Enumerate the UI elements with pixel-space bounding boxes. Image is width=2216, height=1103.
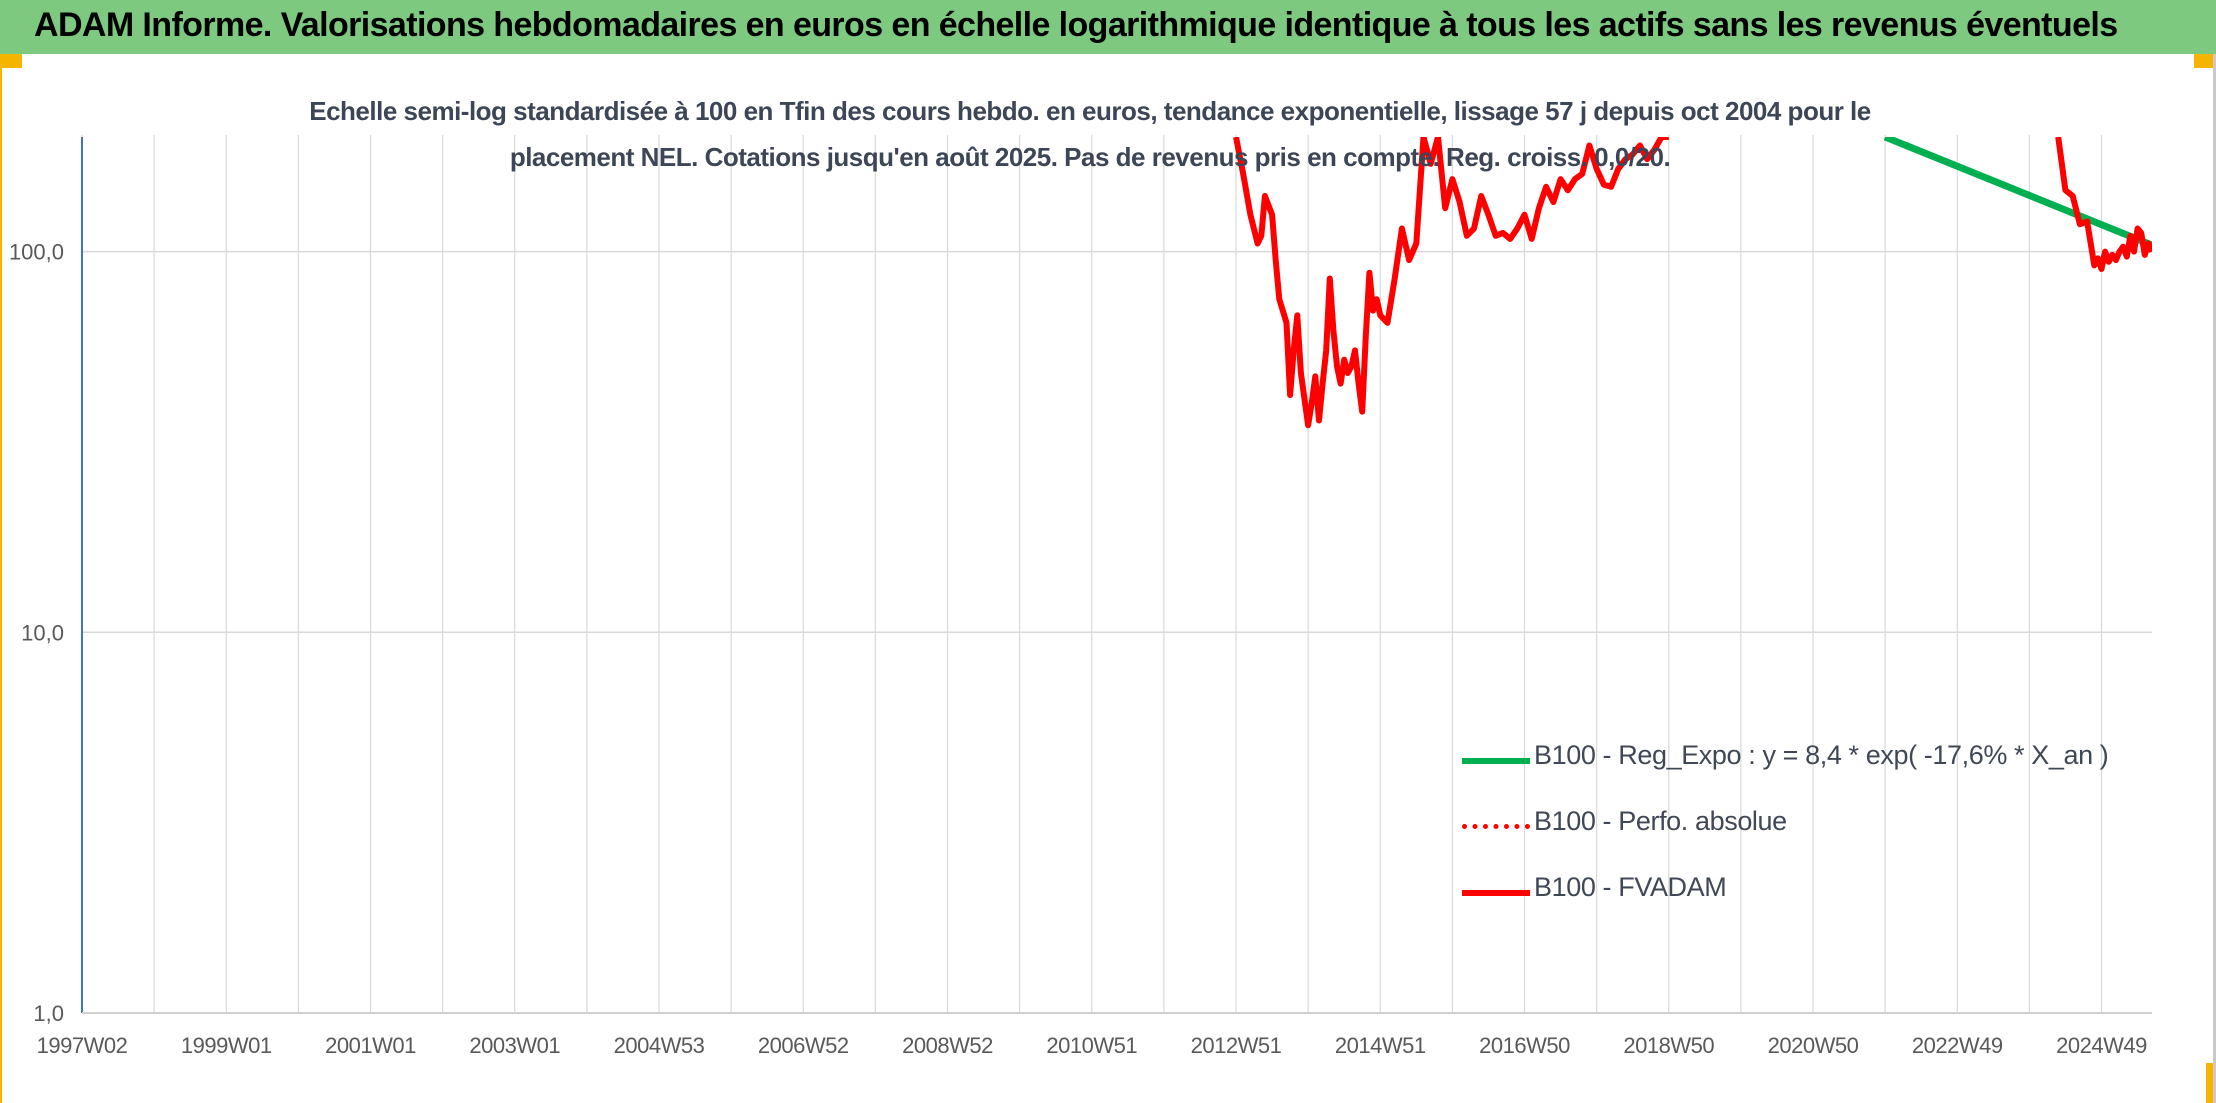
x-tick-label: 2024W49 xyxy=(2056,1033,2147,1058)
series-line-3 xyxy=(2055,137,2152,272)
chart-title-line-1: Echelle semi-log standardisée à 100 en T… xyxy=(309,96,1871,126)
x-tick-label: 2014W51 xyxy=(1335,1033,1426,1058)
tick-labels: 1,0 10,0 100,0 1997W02 1999W01 2001W01 2003W01… xyxy=(9,240,2148,1058)
x-tick-label: 1999W01 xyxy=(181,1033,272,1058)
legend-swatch xyxy=(1462,890,1530,896)
x-tick-label: 2012W51 xyxy=(1191,1033,1282,1058)
x-tick-label: 2001W01 xyxy=(325,1033,416,1058)
x-tick-label: 2003W01 xyxy=(469,1033,560,1058)
frame-right-border xyxy=(2213,54,2216,1103)
report-title: ADAM Informe. Valorisations hebdomadaire… xyxy=(34,6,2118,44)
series-lines xyxy=(1233,137,2152,429)
y-tick-label: 100,0 xyxy=(9,240,64,265)
y-tick-label: 1,0 xyxy=(33,1001,64,1026)
x-tick-label: 2016W50 xyxy=(1479,1033,1570,1058)
axes xyxy=(81,137,2152,1014)
x-tick-label: 1997W02 xyxy=(37,1033,128,1058)
corner-mark-top-left xyxy=(0,54,22,68)
legend-label: B100 - Perfo. absolue xyxy=(1534,806,1787,836)
series-line-1 xyxy=(1883,137,2152,249)
x-tick-label: 2006W52 xyxy=(758,1033,849,1058)
series-line-3 xyxy=(1233,137,1669,429)
x-tick-label: 2020W50 xyxy=(1768,1033,1859,1058)
corner-mark-bottom-right xyxy=(2206,1063,2216,1103)
gridlines xyxy=(81,135,2152,1014)
x-tick-label: 2010W51 xyxy=(1046,1033,1137,1058)
x-tick-label: 2018W50 xyxy=(1623,1033,1714,1058)
legend-label: B100 - Reg_Expo : y = 8,4 * exp( -17,6% … xyxy=(1534,740,2109,770)
chart-title-line-2: placement NEL. Cotations jusqu'en août 2… xyxy=(509,142,1671,172)
legend-swatch xyxy=(1462,824,1530,829)
y-tick-label: 10,0 xyxy=(21,620,64,645)
x-tick-label: 2022W49 xyxy=(1912,1033,2003,1058)
legend-swatch xyxy=(1462,758,1530,764)
title-banner: ADAM Informe. Valorisations hebdomadaire… xyxy=(0,0,2216,54)
legend-label: B100 - FVADAM xyxy=(1534,872,1727,902)
x-tick-label: 2004W53 xyxy=(614,1033,705,1058)
frame-left-border xyxy=(0,54,2,1103)
x-tick-label: 2008W52 xyxy=(902,1033,993,1058)
corner-mark-top-right xyxy=(2194,54,2216,68)
